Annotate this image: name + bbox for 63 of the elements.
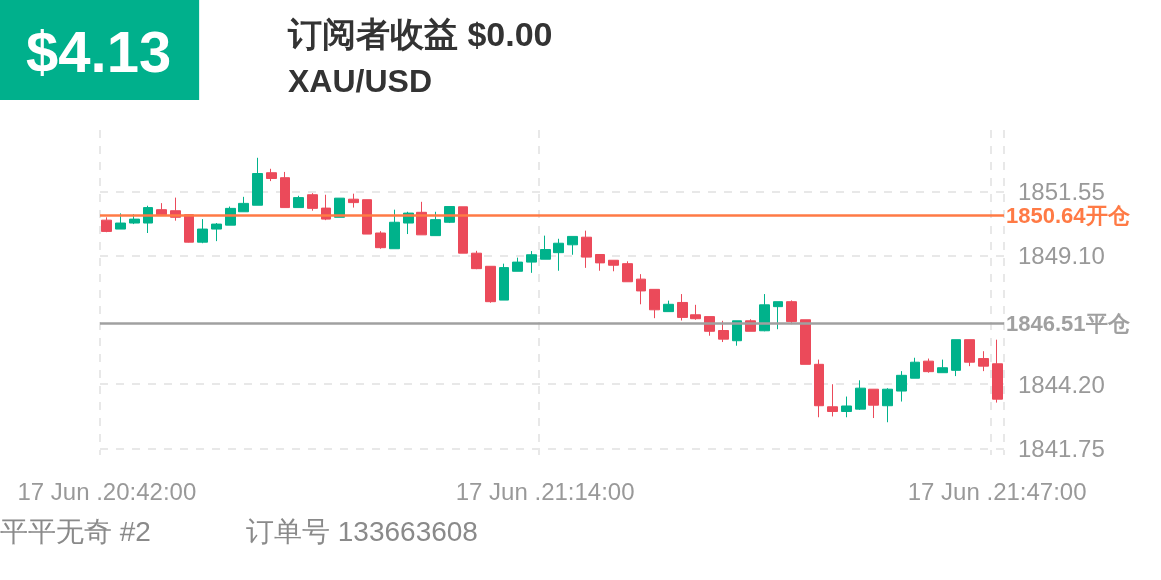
ref-line-label: 1846.51平仓: [1006, 311, 1131, 337]
candlestick: [868, 388, 879, 419]
text: 订单号 133663608: [246, 515, 478, 547]
y-tick-label: 1841.75: [1018, 434, 1105, 462]
candlestick: [307, 192, 318, 212]
candlestick: [115, 212, 126, 230]
candlestick: [553, 238, 564, 272]
candlestick: [293, 195, 304, 209]
candlestick: [882, 387, 893, 423]
candlestick: [690, 304, 701, 321]
candlestick: [841, 396, 852, 418]
text: 平平无奇 #2: [0, 515, 151, 547]
candlestick: [101, 216, 112, 233]
candlestick: [677, 293, 688, 322]
candlestick: [910, 357, 920, 379]
candlestick: [636, 273, 646, 305]
candlestick: [471, 250, 482, 270]
x-tick-label: 17 Jun .21:14:00: [455, 477, 635, 505]
candlestick: [649, 288, 660, 319]
candlestick: [800, 319, 811, 365]
chart-title: 订阅者收益 $0.00: [287, 15, 553, 53]
candlestick: [964, 339, 975, 367]
candlestick: [595, 254, 605, 272]
candlestick: [827, 383, 838, 417]
candlestick: [718, 320, 729, 343]
text: $4.13: [26, 18, 172, 84]
candlestick: [567, 235, 578, 256]
candlestick: [786, 299, 797, 325]
candlestick: [252, 157, 263, 206]
chart-subtitle: XAU/USD: [288, 63, 433, 99]
candlestick: [526, 250, 537, 274]
candlestick: [540, 235, 551, 260]
candlestick: [280, 171, 290, 209]
candlestick: [197, 218, 208, 244]
y-tick-label: 1849.10: [1018, 242, 1105, 270]
candlestick: [485, 265, 496, 304]
candlestick: [430, 211, 441, 237]
x-tick-label: 17 Jun .20:42:00: [17, 477, 197, 505]
candlestick: [458, 206, 468, 254]
candlestick: [923, 358, 934, 374]
candlestick: [608, 259, 619, 272]
candlestick: [814, 359, 824, 418]
candlestick: [622, 260, 633, 283]
candlestick: [375, 230, 386, 250]
candlestick: [951, 339, 961, 377]
candlestick: [581, 230, 592, 269]
candlestick: [499, 263, 509, 301]
candlestick: [896, 370, 907, 403]
y-tick-label: 1844.20: [1018, 370, 1105, 398]
candlestick: [663, 300, 674, 313]
candlestick: [389, 209, 400, 250]
candlestick: [773, 301, 783, 330]
candlestick: [992, 339, 1003, 404]
candlestick: [348, 193, 359, 209]
candlestick: [978, 350, 989, 372]
candlestick: [855, 379, 866, 411]
candlestick: [211, 222, 222, 242]
candlestick: [937, 359, 948, 374]
x-tick-label: 17 Jun .21:47:00: [907, 477, 1087, 505]
candlestick: [266, 168, 277, 182]
candlestick: [238, 196, 249, 213]
candlestick: [362, 199, 372, 235]
candlestick: [512, 257, 523, 272]
